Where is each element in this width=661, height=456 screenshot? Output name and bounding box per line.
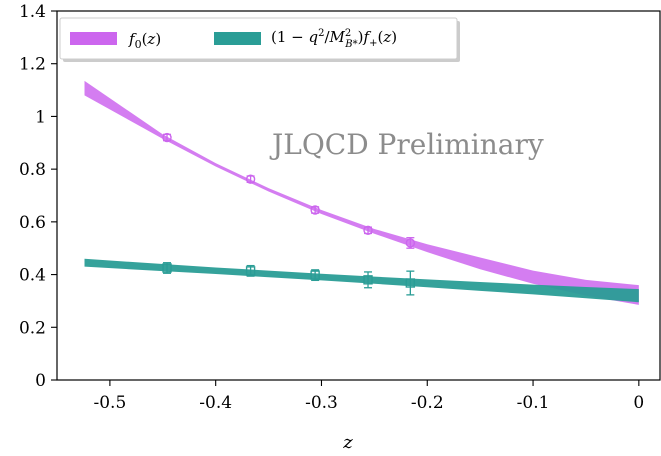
band-series-1: [84, 258, 639, 303]
y-tick-label: 0.6: [19, 213, 46, 233]
y-tick-label: 1.2: [19, 55, 46, 75]
data-point-series-0-0: [162, 132, 172, 143]
plot-frame: [56, 10, 661, 381]
data-point-series-1-4: [405, 270, 416, 296]
data-point-series-0-1: [245, 174, 256, 184]
y-tick-label: 0.2: [19, 318, 46, 338]
band-series-0: [84, 80, 639, 305]
data-point-series-1-1: [245, 264, 256, 277]
data-point-series-1-3: [363, 271, 373, 289]
points-layer: [162, 132, 416, 296]
data-point-series-1-0: [162, 262, 172, 274]
x-axis-label: z: [342, 432, 353, 453]
x-tick-label: -0.3: [305, 393, 338, 413]
bands-layer: [84, 80, 639, 305]
x-tick-label: -0.5: [94, 393, 127, 413]
y-tick-label: 0.4: [19, 266, 46, 286]
x-tick-label: -0.1: [517, 393, 550, 413]
legend-swatch-f0: [70, 32, 117, 45]
axes-layer: -0.5 -0.4 -0.3 -0.2 -0.1 0 0 0.2 0.4 0.6 0.8 1 1.2 1.…: [19, 2, 661, 413]
legend-swatch-fplus: [214, 32, 261, 45]
x-tick-label: -0.2: [411, 393, 444, 413]
legend-label-f0: f0(z): [128, 30, 161, 51]
x-tick-label: -0.4: [199, 393, 232, 413]
y-tick-label: 1.4: [19, 2, 46, 22]
x-tick-label: 0: [633, 393, 644, 413]
y-tick-label: 1: [35, 107, 46, 127]
y-tick-label: 0.8: [19, 160, 46, 180]
watermark-annotation: JLQCD Preliminary: [269, 128, 544, 161]
y-tick-label: 0: [35, 371, 46, 391]
data-point-series-1-2: [310, 269, 320, 282]
data-point-series-0-2: [310, 205, 320, 215]
data-point-series-0-3: [363, 225, 373, 235]
data-point-series-0-4: [405, 237, 416, 249]
legend: f0(z) (1 − q2/M2 B*)f+(z): [59, 17, 460, 62]
legend-label-fplus: (1 − q2/M2 B*)f+(z): [271, 28, 397, 50]
